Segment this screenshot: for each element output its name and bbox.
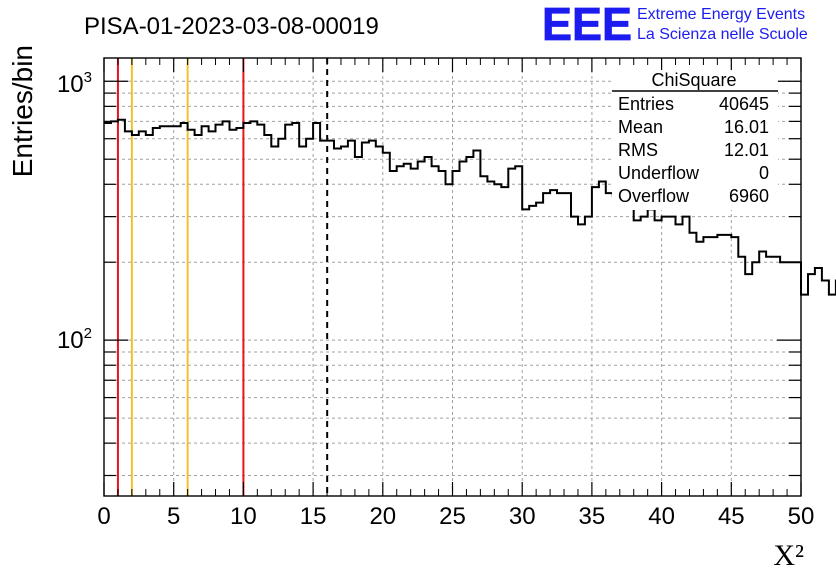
- x-tick-label: 35: [579, 503, 606, 530]
- stats-box-title: ChiSquare: [651, 70, 736, 90]
- x-tick-label: 45: [718, 503, 745, 530]
- stats-overflow-value: 6960: [729, 186, 769, 206]
- stats-underflow-value: 0: [759, 163, 769, 183]
- run-title: PISA-01-2023-03-08-00019: [84, 13, 379, 40]
- stats-mean-value: 16.01: [724, 117, 769, 137]
- x-tick-label: 5: [167, 503, 180, 530]
- x-tick-label: 15: [300, 503, 327, 530]
- x-tick-label: 50: [788, 503, 815, 530]
- eee-logo-line1: Extreme Energy Events: [637, 6, 805, 23]
- eee-logo: EEE Extreme Energy Events La Scienza nel…: [542, 0, 808, 50]
- stats-rms-label: RMS: [618, 140, 658, 160]
- stats-rms-value: 12.01: [724, 140, 769, 160]
- x-tick-label: 10: [230, 503, 257, 530]
- stats-mean-label: Mean: [618, 117, 663, 137]
- x-tick-labels: 0 5 10 15 20 25 30 35 40 45 50: [97, 503, 814, 530]
- eee-logo-mark: EEE: [542, 0, 632, 50]
- y-axis-label: Entries/bin: [7, 45, 38, 177]
- x-tick-label: 40: [648, 503, 675, 530]
- x-axis-label: X²: [773, 539, 804, 572]
- grid: [104, 58, 801, 496]
- stats-underflow-label: Underflow: [618, 163, 700, 183]
- x-tick-label: 30: [509, 503, 536, 530]
- x-tick-label: 20: [369, 503, 396, 530]
- stats-box: ChiSquare Entries 40645 Mean 16.01 RMS 1…: [612, 70, 778, 210]
- axis-ticks: [103, 58, 802, 496]
- eee-logo-line2: La Scienza nelle Scuole: [637, 26, 808, 43]
- stats-entries-label: Entries: [618, 94, 674, 114]
- x-tick-label: 25: [439, 503, 466, 530]
- stats-overflow-label: Overflow: [618, 186, 690, 206]
- x-tick-label: 0: [97, 503, 110, 530]
- stats-box-bg: [612, 70, 778, 210]
- stats-entries-value: 40645: [719, 94, 769, 114]
